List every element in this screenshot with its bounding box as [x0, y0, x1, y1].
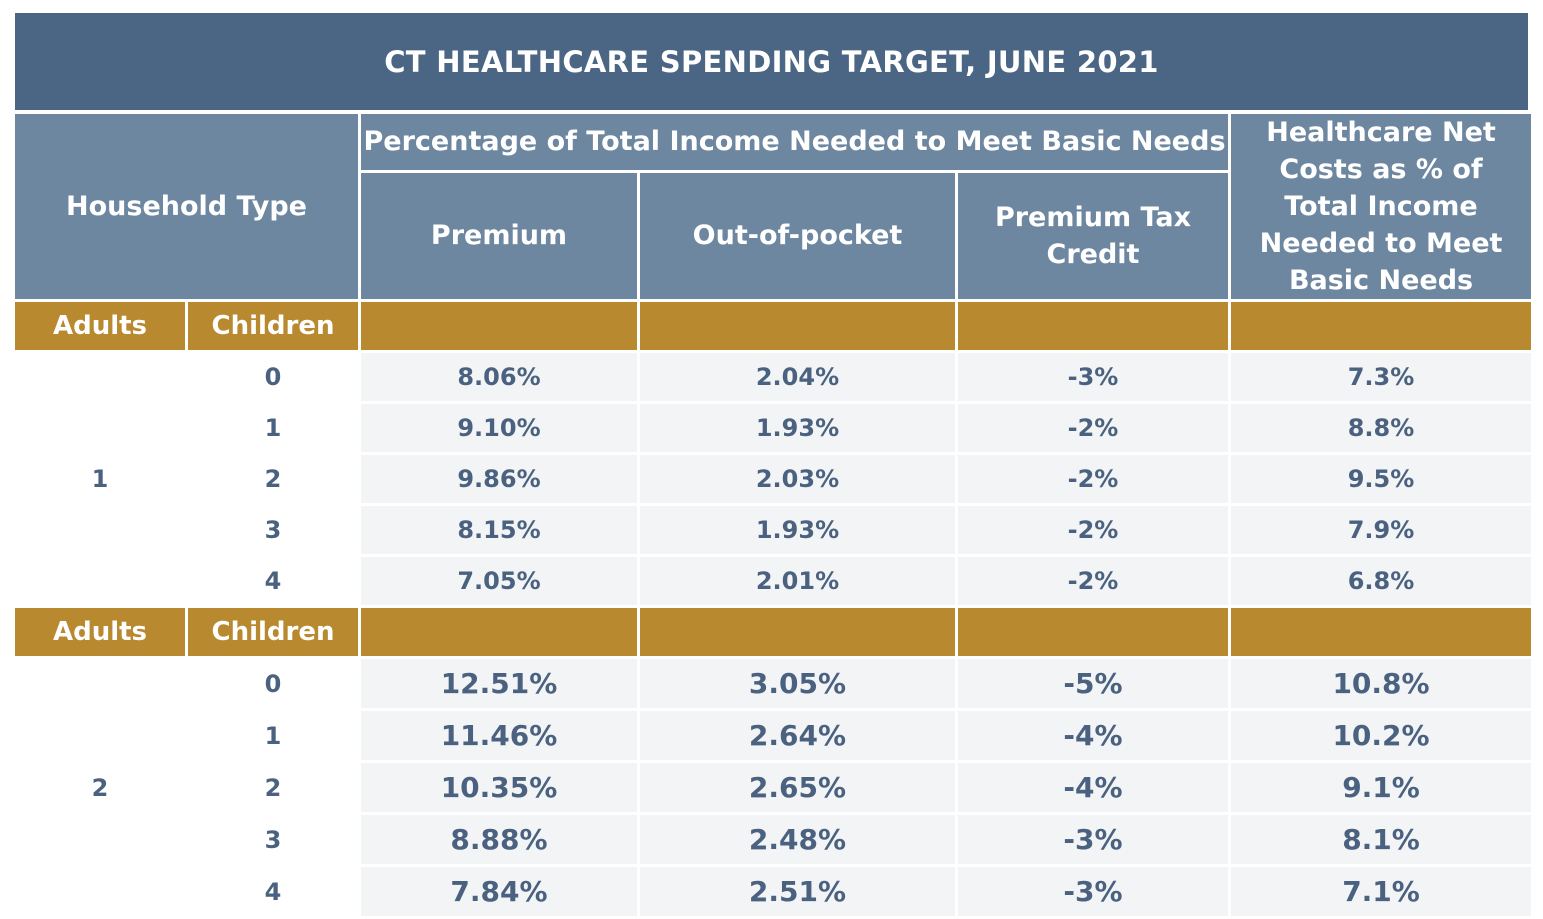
table-row: 2 0 12.51% 3.05% -5% 10.8% [15, 659, 1532, 916]
out-of-pocket-cell: 2.65% [640, 763, 955, 812]
children-subheader: Children [188, 608, 358, 656]
out-of-pocket-cell: 1.93% [640, 404, 955, 452]
gold-spacer-cell [958, 302, 1229, 350]
out-of-pocket-cell: 2.04% [640, 353, 955, 401]
children-cell: 3 [188, 506, 358, 554]
gold-spacer-cell [361, 608, 637, 656]
premium-cell: 8.88% [361, 815, 637, 864]
table-row: 3 8.88% 2.48% -3% 8.1% [15, 815, 1532, 864]
table-title: CT HEALTHCARE SPENDING TARGET, JUNE 2021 [15, 13, 1528, 110]
out-of-pocket-cell: 2.03% [640, 455, 955, 503]
table-row: 1 9.10% 1.93% -2% 8.8% [15, 404, 1532, 452]
group-header-row: Adults Children [15, 608, 1532, 656]
adults-subheader: Adults [15, 608, 185, 656]
premium-tax-credit-header: Premium Tax Credit [958, 172, 1229, 299]
tax-credit-cell: -3% [958, 815, 1229, 864]
children-cell: 2 [188, 455, 358, 503]
premium-header: Premium [361, 172, 637, 299]
net-costs-cell: 7.3% [1231, 353, 1532, 401]
out-of-pocket-cell: 2.64% [640, 711, 955, 760]
gold-spacer-cell [361, 302, 637, 350]
premium-cell: 7.84% [361, 867, 637, 916]
children-cell: 4 [188, 557, 358, 605]
children-cell: 1 [188, 711, 358, 760]
spending-table: Household Type Percentage of Total Incom… [12, 111, 1534, 919]
premium-cell: 7.05% [361, 557, 637, 605]
out-of-pocket-cell: 1.93% [640, 506, 955, 554]
net-costs-cell: 6.8% [1231, 557, 1532, 605]
children-cell: 4 [188, 867, 358, 916]
gold-spacer-cell [640, 302, 955, 350]
table-body: Adults Children 1 0 8.06% 2.04% -3% 7.3% 1 9.10% 1… [15, 302, 1532, 916]
net-costs-header: Healthcare Net Costs as % of Total Incom… [1231, 114, 1532, 299]
net-costs-cell: 10.8% [1231, 659, 1532, 708]
premium-cell: 12.51% [361, 659, 637, 708]
table-row: 1 11.46% 2.64% -4% 10.2% [15, 711, 1532, 760]
premium-cell: 10.35% [361, 763, 637, 812]
premium-cell: 9.10% [361, 404, 637, 452]
percentage-group-header: Percentage of Total Income Needed to Mee… [361, 114, 1229, 170]
tax-credit-cell: -4% [958, 763, 1229, 812]
net-costs-cell: 10.2% [1231, 711, 1532, 760]
children-subheader: Children [188, 302, 358, 350]
net-costs-cell: 9.5% [1231, 455, 1532, 503]
children-cell: 2 [188, 763, 358, 812]
out-of-pocket-header: Out-of-pocket [640, 172, 955, 299]
out-of-pocket-cell: 2.48% [640, 815, 955, 864]
adults-cell: 2 [15, 659, 185, 916]
tax-credit-cell: -5% [958, 659, 1229, 708]
net-costs-cell: 9.1% [1231, 763, 1532, 812]
tax-credit-cell: -3% [958, 353, 1229, 401]
net-costs-cell: 7.1% [1231, 867, 1532, 916]
table-row: 2 9.86% 2.03% -2% 9.5% [15, 455, 1532, 503]
children-cell: 0 [188, 353, 358, 401]
tax-credit-cell: -4% [958, 711, 1229, 760]
net-costs-cell: 7.9% [1231, 506, 1532, 554]
children-cell: 0 [188, 659, 358, 708]
tax-credit-cell: -2% [958, 455, 1229, 503]
premium-cell: 11.46% [361, 711, 637, 760]
table-row: 3 8.15% 1.93% -2% 7.9% [15, 506, 1532, 554]
net-costs-cell: 8.8% [1231, 404, 1532, 452]
tax-credit-cell: -2% [958, 557, 1229, 605]
premium-cell: 8.15% [361, 506, 637, 554]
children-cell: 3 [188, 815, 358, 864]
out-of-pocket-cell: 2.51% [640, 867, 955, 916]
out-of-pocket-cell: 2.01% [640, 557, 955, 605]
net-costs-cell: 8.1% [1231, 815, 1532, 864]
premium-cell: 9.86% [361, 455, 637, 503]
table-row: 4 7.05% 2.01% -2% 6.8% [15, 557, 1532, 605]
table-row: 2 10.35% 2.65% -4% 9.1% [15, 763, 1532, 812]
tax-credit-cell: -2% [958, 506, 1229, 554]
gold-spacer-cell [1231, 608, 1532, 656]
out-of-pocket-cell: 3.05% [640, 659, 955, 708]
gold-spacer-cell [640, 608, 955, 656]
gold-spacer-cell [958, 608, 1229, 656]
children-cell: 1 [188, 404, 358, 452]
tax-credit-cell: -3% [958, 867, 1229, 916]
premium-cell: 8.06% [361, 353, 637, 401]
adults-subheader: Adults [15, 302, 185, 350]
group-header-row: Adults Children [15, 302, 1532, 350]
gold-spacer-cell [1231, 302, 1532, 350]
table-row: 1 0 8.06% 2.04% -3% 7.3% [15, 353, 1532, 605]
table-container: CT HEALTHCARE SPENDING TARGET, JUNE 2021… [15, 13, 1532, 916]
household-type-header: Household Type [15, 114, 358, 299]
adults-cell: 1 [15, 353, 185, 605]
tax-credit-cell: -2% [958, 404, 1229, 452]
table-row: 4 7.84% 2.51% -3% 7.1% [15, 867, 1532, 916]
